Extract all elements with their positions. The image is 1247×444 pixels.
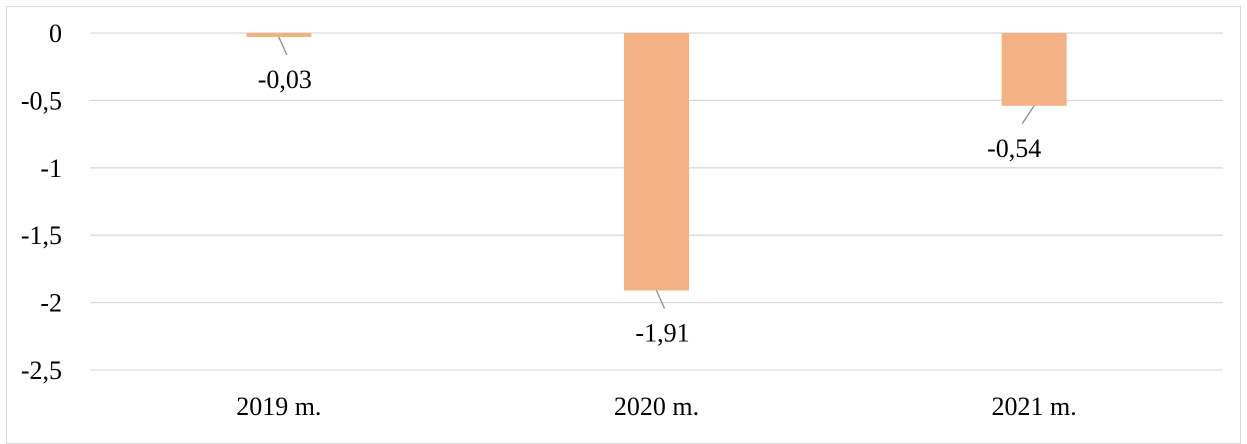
- bars: [246, 33, 1067, 291]
- bar: [246, 33, 312, 38]
- data-label-leader: [1021, 105, 1035, 125]
- x-tick-label: 2021 m.: [992, 392, 1077, 421]
- y-tick-label: -2,5: [21, 356, 62, 385]
- x-tick-label: 2020 m.: [614, 392, 699, 421]
- data-label: -0,03: [258, 65, 312, 94]
- bar: [1001, 33, 1067, 106]
- data-label: -0,54: [987, 134, 1041, 163]
- data-label-leader: [655, 290, 666, 309]
- y-tick-label: -0,5: [21, 86, 62, 115]
- y-axis-tick-labels: 0 -0,5 -1 -1,5 -2 -2,5: [21, 19, 62, 385]
- data-label-leader: [278, 36, 288, 56]
- x-axis-tick-labels: 2019 m. 2020 m. 2021 m.: [236, 392, 1077, 421]
- data-labels: -0,03 -1,91 -0,54: [258, 36, 1041, 347]
- data-label: -1,91: [635, 318, 689, 347]
- y-tick-label: -1,5: [21, 221, 62, 250]
- y-tick-label: 0: [49, 19, 62, 48]
- x-tick-label: 2019 m.: [236, 392, 321, 421]
- y-tick-label: -1: [40, 154, 62, 183]
- bar: [624, 33, 689, 291]
- y-tick-label: -2: [40, 289, 62, 318]
